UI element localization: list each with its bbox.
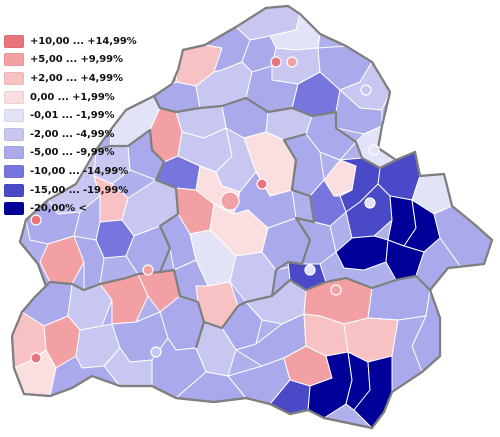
legend-label: +5,00 ... +9,99% xyxy=(30,54,123,66)
city-marker xyxy=(364,197,376,209)
city-marker xyxy=(150,346,162,358)
city-marker xyxy=(270,56,282,68)
city-marker xyxy=(256,178,268,190)
legend-label: -10,00 ... -14,99% xyxy=(30,165,129,177)
legend-label: -0,01 ... -1,99% xyxy=(30,110,115,122)
oblast-border xyxy=(10,4,494,430)
city-marker xyxy=(330,284,342,296)
legend-label: -2,00 ... -4,99% xyxy=(30,128,115,140)
city-markers xyxy=(30,56,380,364)
legend-item: 0,00 ... +1,99% xyxy=(4,88,122,107)
city-marker xyxy=(304,264,316,276)
city-marker xyxy=(142,264,154,276)
districts-layer xyxy=(11,5,493,429)
city-marker xyxy=(368,144,380,156)
city-marker xyxy=(30,214,42,226)
city-marker xyxy=(360,84,372,96)
legend-swatch xyxy=(4,90,24,104)
legend-swatch xyxy=(4,71,24,85)
legend-item: -0,01 ... -1,99% xyxy=(4,106,122,125)
legend-item: +2,00 ... +4,99% xyxy=(4,69,123,88)
legend: +10,00 ... +14,99% +5,00 ... +9,99% +2,0… xyxy=(4,32,137,218)
oblast-border xyxy=(271,274,431,297)
legend-swatch xyxy=(4,202,24,216)
oblast-border xyxy=(153,95,397,170)
legend-label: +10,00 ... +14,99% xyxy=(30,35,137,47)
legend-label: 0,00 ... +1,99% xyxy=(30,91,115,103)
city-marker xyxy=(220,191,240,211)
legend-swatch xyxy=(4,109,24,123)
legend-label: -15,00 ... -19,99% xyxy=(30,184,129,196)
legend-item: -10,00 ... -14,99% xyxy=(4,162,128,181)
legend-swatch xyxy=(4,164,24,178)
oblast-border xyxy=(282,132,307,191)
legend-label: +2,00 ... +4,99% xyxy=(30,72,123,84)
oblast-borders xyxy=(10,4,494,430)
legend-item: -20,00% < xyxy=(4,199,122,218)
legend-item: -2,00 ... -4,99% xyxy=(4,125,122,144)
legend-item: +5,00 ... +9,99% xyxy=(4,51,123,70)
legend-swatch xyxy=(4,146,24,160)
city-marker xyxy=(286,56,298,68)
legend-item: -15,00 ... -19,99% xyxy=(4,181,128,200)
city-marker xyxy=(30,352,42,364)
legend-swatch xyxy=(4,183,24,197)
legend-swatch xyxy=(4,127,24,141)
legend-label: -20,00% < xyxy=(30,203,87,215)
legend-label: -5,00 ... -9,99% xyxy=(30,147,115,159)
oblast-border xyxy=(194,321,206,349)
oblast-border xyxy=(159,159,316,330)
legend-item: -5,00 ... -9,99% xyxy=(4,144,122,163)
district xyxy=(25,199,81,245)
legend-swatch xyxy=(4,53,24,67)
oblast-border xyxy=(45,128,180,292)
legend-swatch xyxy=(4,34,24,48)
legend-item: +10,00 ... +14,99% xyxy=(4,32,137,51)
